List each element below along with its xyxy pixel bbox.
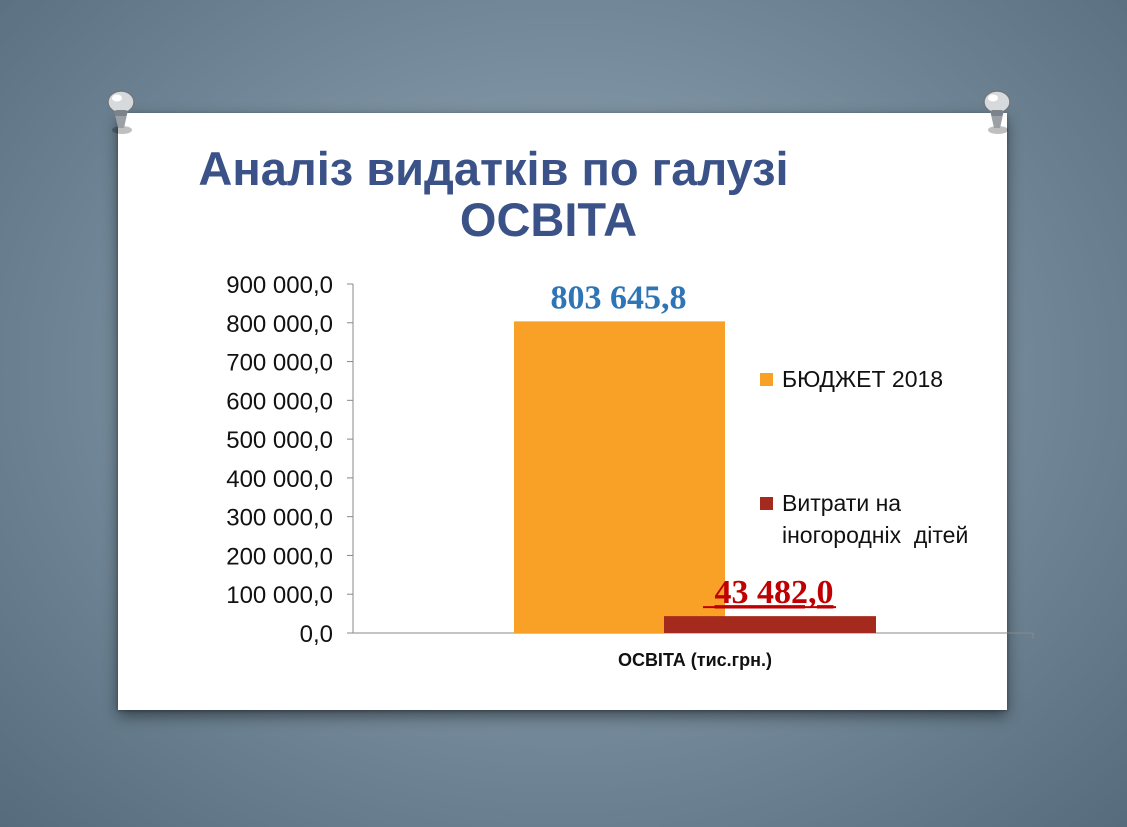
- legend-label-expenses-line2: іногородніх дітей: [782, 522, 969, 548]
- data-labels: 803 645,8 43 482,0: [551, 279, 836, 611]
- y-tick-label: 700 000,0: [226, 350, 333, 377]
- bar-budget: [514, 321, 725, 633]
- x-axis-label: ОСВІТА (тис.грн.): [618, 650, 772, 670]
- y-tick-label: 600 000,0: [226, 388, 333, 415]
- legend-item-expenses: Витрати на іногородніх дітей: [760, 488, 1010, 552]
- pushpin-icon: [983, 90, 1011, 134]
- page-title: Аналіз видатків по галузі ОСВІТА: [0, 143, 1127, 245]
- legend-label-budget: БЮДЖЕТ 2018: [782, 366, 944, 392]
- y-tick-label: 800 000,0: [226, 311, 333, 338]
- y-tick-label: 400 000,0: [226, 466, 333, 493]
- pushpin-icon: [107, 90, 135, 134]
- y-tick-label: 200 000,0: [226, 543, 333, 570]
- legend-item-budget: БЮДЖЕТ 2018: [760, 364, 990, 396]
- legend-label-expenses-line1: Витрати на: [782, 490, 902, 516]
- y-tick-label: 300 000,0: [226, 505, 333, 532]
- data-label-expenses: 43 482,0: [715, 574, 834, 611]
- y-tick-label: 500 000,0: [226, 427, 333, 454]
- bar-expenses: [664, 616, 876, 633]
- y-tick-label: 900 000,0: [226, 272, 333, 299]
- bars: [514, 321, 876, 633]
- data-label-budget: 803 645,8: [551, 279, 687, 316]
- legend-swatch-expenses: [760, 497, 773, 510]
- legend-swatch-budget: [760, 373, 773, 386]
- title-line-2: ОСВІТА: [459, 193, 638, 246]
- y-tick-label: 0,0: [300, 621, 333, 648]
- title-line-1: Аналіз видатків по галузі: [198, 142, 789, 195]
- y-tick-label: 100 000,0: [226, 582, 333, 609]
- y-axis: 0,0 100 000,0 200 000,0 300 000,0 400 000,0 5…: [226, 272, 1034, 648]
